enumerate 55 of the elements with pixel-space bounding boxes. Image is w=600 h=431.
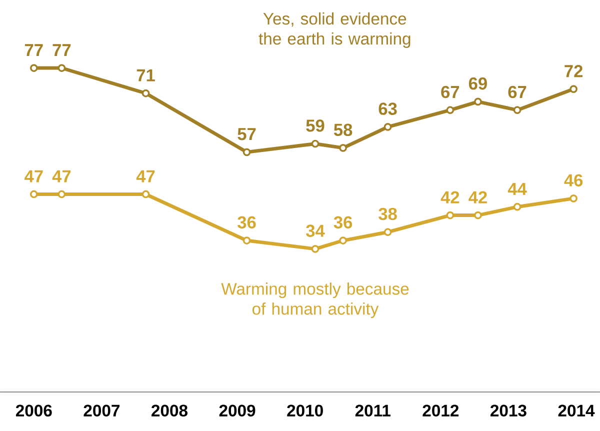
x-tick-label: 2007: [84, 404, 120, 416]
point: [339, 236, 347, 244]
data-label: 72: [564, 64, 582, 78]
data-label: 67: [508, 86, 526, 98]
data-label: 44: [508, 182, 527, 195]
data-label: 34: [306, 224, 325, 237]
data-label: 47: [136, 170, 155, 182]
point: [474, 98, 482, 106]
data-label: 36: [238, 216, 256, 229]
data-label: 42: [468, 191, 487, 204]
x-tick-label: 2010: [287, 404, 323, 416]
point: [311, 140, 320, 148]
point: [242, 236, 251, 244]
x-tick-label: 2014: [558, 404, 595, 416]
point: [142, 190, 150, 198]
data-label: 38: [378, 208, 397, 220]
text: Warming mostly because of human activity: [221, 282, 409, 318]
point: [58, 64, 66, 72]
data-label: 77: [52, 44, 71, 56]
point: [513, 202, 522, 211]
x-tick-label: 2012: [422, 404, 459, 416]
point: [446, 106, 454, 114]
data-label: 71: [136, 69, 155, 82]
point: [142, 89, 150, 98]
data-label: 46: [564, 174, 583, 186]
point: [384, 122, 392, 131]
data-label: 57: [238, 128, 256, 140]
data-label: 58: [334, 124, 352, 136]
text: Yes, solid evidence the earth is warming: [258, 12, 410, 48]
data-label: 47: [52, 170, 71, 182]
point: [30, 190, 38, 198]
point: [384, 228, 392, 236]
point: [339, 144, 347, 152]
point: [570, 85, 578, 93]
data-label: 47: [24, 170, 43, 182]
x-tick-label: 2011: [355, 404, 390, 416]
point: [446, 211, 454, 220]
point: [513, 106, 522, 114]
point: [570, 194, 578, 202]
data-label: 63: [378, 102, 397, 115]
point: [58, 190, 66, 198]
data-label: 36: [334, 216, 352, 229]
data-label: 77: [25, 44, 43, 56]
data-label: 59: [306, 120, 324, 132]
data-label: 42: [440, 191, 460, 204]
point: [30, 64, 38, 72]
x-tick-label: 2013: [490, 404, 526, 417]
point: [242, 148, 251, 156]
x-tick-label: 2009: [219, 404, 256, 416]
data-label: 69: [468, 77, 487, 90]
x-tick-label: 2008: [152, 404, 188, 416]
data-label: 67: [441, 86, 460, 98]
point: [474, 211, 482, 220]
x-tick-label: 2006: [16, 404, 52, 416]
point: [311, 245, 320, 253]
